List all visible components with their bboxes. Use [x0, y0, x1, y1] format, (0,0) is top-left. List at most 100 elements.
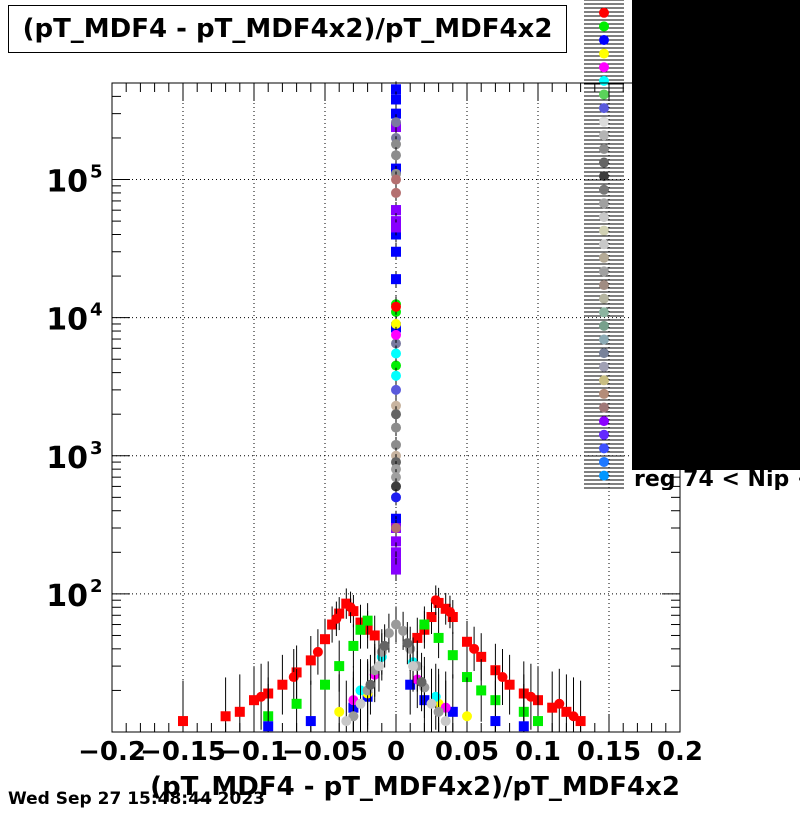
legend-marker	[599, 21, 609, 32]
data-point	[440, 716, 451, 727]
data-point	[341, 598, 352, 609]
legend-marker	[599, 62, 609, 73]
y-tick-exponent: 4	[90, 300, 103, 321]
legend-marker	[599, 375, 609, 386]
legend: reg 74 < Nip <	[584, 0, 800, 490]
legend-marker	[599, 388, 609, 399]
legend-marker	[599, 171, 609, 182]
legend-marker	[599, 293, 609, 304]
data-point	[568, 711, 579, 722]
data-point	[402, 638, 413, 649]
legend-marker	[599, 157, 609, 168]
data-point	[391, 338, 401, 349]
legend-marker	[599, 280, 609, 291]
data-point	[331, 613, 342, 624]
data-point	[533, 716, 543, 727]
data-point	[476, 685, 487, 696]
data-point	[391, 564, 401, 575]
data-point	[391, 384, 401, 395]
data-point	[391, 117, 401, 128]
data-point	[391, 187, 401, 198]
legend-marker	[599, 35, 609, 46]
data-point	[525, 691, 536, 702]
data-point	[497, 672, 508, 683]
data-point	[391, 536, 401, 547]
legend-marker	[599, 239, 609, 250]
legend-marker	[599, 184, 609, 195]
data-point	[447, 706, 458, 717]
data-point	[416, 677, 427, 688]
x-tick-label: 0	[387, 737, 405, 767]
data-point	[391, 439, 401, 450]
data-point	[547, 702, 558, 713]
data-point	[561, 706, 572, 717]
data-point	[447, 612, 458, 623]
data-point	[249, 695, 259, 706]
legend-marker	[599, 89, 609, 100]
data-point	[426, 698, 437, 709]
data-point	[462, 711, 472, 722]
data-point	[277, 679, 288, 690]
data-point	[391, 492, 401, 503]
data-point	[391, 472, 401, 483]
data-point	[365, 679, 376, 690]
data-point	[462, 636, 472, 647]
data-point	[348, 640, 359, 651]
legend-marker	[599, 470, 609, 481]
legend-marker	[599, 266, 609, 277]
data-point	[391, 84, 401, 95]
data-point	[391, 464, 401, 475]
y-tick-exponent: 2	[90, 576, 103, 597]
data-point	[405, 679, 416, 690]
data-point	[391, 329, 401, 340]
data-point	[433, 632, 444, 643]
data-point	[391, 360, 401, 371]
data-point	[391, 274, 401, 285]
y-tick-exponent: 5	[90, 162, 103, 183]
data-point	[391, 409, 401, 420]
data-point	[412, 632, 423, 643]
timestamp: Wed Sep 27 15:48:44 2023	[8, 789, 266, 809]
legend-marker	[599, 130, 609, 141]
legend-marker	[599, 252, 609, 263]
legend-marker	[599, 320, 609, 331]
data-point	[554, 698, 565, 709]
legend-marker	[599, 48, 609, 59]
legend-text-block	[632, 0, 800, 470]
data-point	[305, 716, 316, 727]
data-point	[430, 595, 441, 606]
legend-marker	[599, 456, 609, 467]
data-point	[348, 711, 359, 722]
data-point	[391, 174, 401, 185]
x-tick-label: −0.1	[220, 737, 288, 767]
data-point	[408, 661, 419, 672]
legend-marker	[599, 307, 609, 318]
data-point	[391, 619, 401, 630]
chart-title: (pT_MDF4 - pT_MDF4x2)/pT_MDF4x2	[8, 5, 567, 53]
legend-marker	[599, 443, 609, 454]
data-point	[312, 646, 323, 657]
legend-marker	[599, 103, 609, 114]
data-point	[391, 94, 401, 105]
data-point	[345, 602, 356, 613]
data-point	[391, 139, 401, 150]
data-point	[320, 679, 330, 690]
data-point	[178, 716, 188, 727]
data-point	[490, 716, 501, 727]
data-point	[334, 661, 345, 672]
data-point	[391, 150, 401, 161]
data-point	[391, 348, 401, 359]
data-point	[305, 655, 316, 666]
x-tick-label: 0.05	[435, 737, 499, 767]
legend-marker	[599, 143, 609, 154]
data-point	[426, 612, 437, 623]
data-point	[369, 630, 380, 641]
data-point	[433, 706, 444, 717]
data-point	[391, 246, 401, 257]
data-point	[447, 650, 458, 661]
data-point	[263, 721, 274, 732]
x-tick-label: 0.2	[657, 737, 703, 767]
legend-marker	[599, 402, 609, 413]
data-point	[291, 698, 302, 709]
